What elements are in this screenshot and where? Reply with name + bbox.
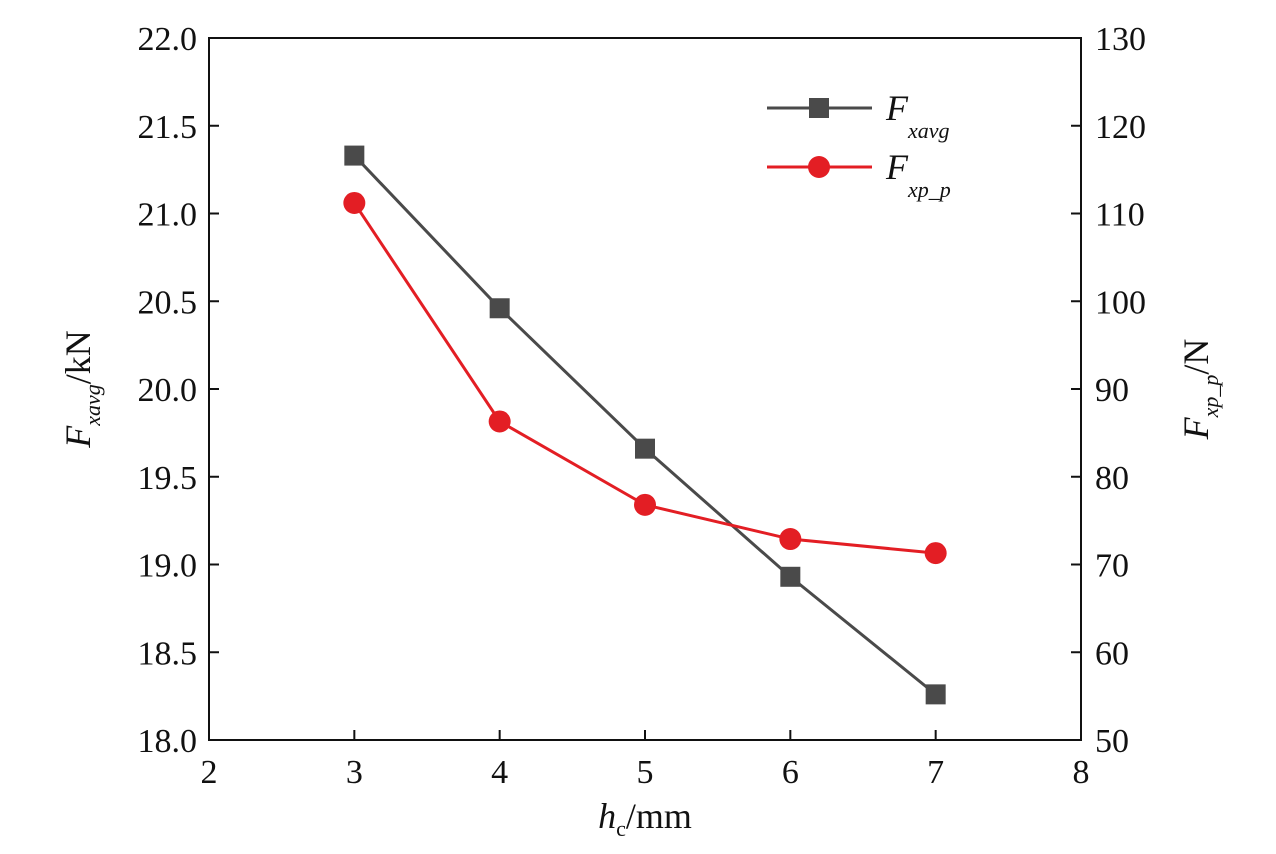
y-left-tick-label: 20.0	[138, 372, 198, 409]
data-point-xavg	[489, 298, 510, 319]
data-point-xavg	[925, 684, 946, 705]
y-right-tick-label: 110	[1095, 197, 1145, 234]
y-left-tick-label: 19.5	[138, 460, 198, 497]
y-left-tick-label: 21.0	[138, 197, 198, 234]
x-tick-label: 5	[637, 754, 654, 791]
y-right-axis-label-unit: /N	[1176, 339, 1216, 375]
legend-label-main: F	[885, 88, 909, 128]
data-point-xp_p	[924, 542, 947, 565]
y-right-tick-label: 80	[1095, 460, 1129, 497]
y-left-axis-label-sub: xavg	[80, 384, 105, 427]
x-tick-label: 7	[927, 754, 944, 791]
y-left-tick-label: 22.0	[138, 21, 198, 58]
legend-item-xp_p: Fxp_p	[767, 147, 951, 202]
y-right-tick-label: 90	[1095, 372, 1129, 409]
y-right-axis-label-main: F	[1176, 416, 1216, 440]
x-axis-label: hc/mm	[598, 796, 692, 841]
y-right-tick-label: 120	[1095, 109, 1146, 146]
y-left-tick-label: 18.0	[138, 723, 198, 760]
y-left-tick-label: 20.5	[138, 284, 198, 321]
x-axis-label-sub: c	[616, 816, 626, 841]
data-point-xp_p	[634, 493, 656, 516]
data-point-xavg	[780, 566, 801, 587]
legend-label-sub: xavg	[907, 118, 950, 143]
data-point-xavg	[635, 438, 655, 459]
plot-frame	[208, 37, 1082, 741]
y-right-tick-label: 60	[1095, 635, 1129, 672]
y-right-axis-label-group: Fxp_p/N	[1176, 339, 1223, 441]
y-right-tick-label: 130	[1095, 21, 1146, 58]
data-point-xp_p	[343, 191, 366, 214]
x-tick-label: 3	[346, 754, 363, 791]
x-axis-label-unit: /mm	[626, 796, 692, 836]
x-tick-label: 2	[201, 754, 218, 791]
y-right-tick-label: 50	[1095, 723, 1129, 760]
y-left-axis-label: Fxavg/kN	[58, 330, 105, 449]
legend-item-xavg: Fxavg	[767, 88, 950, 143]
y-right-tick-label: 100	[1095, 284, 1146, 321]
y-left-tick-label: 18.5	[138, 635, 198, 672]
series-xp_p	[343, 191, 947, 565]
y-right-tick-label: 70	[1095, 548, 1129, 585]
data-point-xavg	[344, 145, 365, 166]
x-tick-label: 4	[491, 754, 508, 791]
legend-marker	[809, 98, 829, 118]
legend-marker	[808, 156, 830, 178]
y-right-axis-label-sub: xp_p	[1198, 375, 1223, 419]
x-tick-label: 8	[1073, 754, 1090, 791]
y-left-tick-label: 21.5	[138, 109, 198, 146]
series-group	[343, 145, 947, 705]
y-left-axis-label-main: F	[58, 425, 98, 449]
x-tick-label: 6	[782, 754, 799, 791]
data-point-xp_p	[488, 410, 511, 433]
legend-label-main: F	[885, 147, 909, 187]
y-left-tick-label: 19.0	[138, 548, 198, 585]
y-left-axis-label-unit: /kN	[58, 330, 98, 384]
axes: 2 3 4 5 6 7 8 18.0 18.5 19.0 19.5 20.0 20.5 21.0 21.5 2…	[58, 21, 1223, 841]
y-left-axis-label-group: Fxavg/kN	[58, 330, 105, 449]
x-axis-label-main: h	[598, 796, 616, 836]
y-right-axis-label: Fxp_p/N	[1176, 339, 1223, 441]
series-xavg	[344, 145, 946, 705]
legend-label-sub: xp_p	[907, 177, 951, 202]
legend-label: Fxavg	[885, 88, 950, 143]
series-line-xavg	[353, 154, 937, 696]
legend-label: Fxp_p	[885, 147, 951, 202]
data-point-xp_p	[779, 528, 802, 551]
